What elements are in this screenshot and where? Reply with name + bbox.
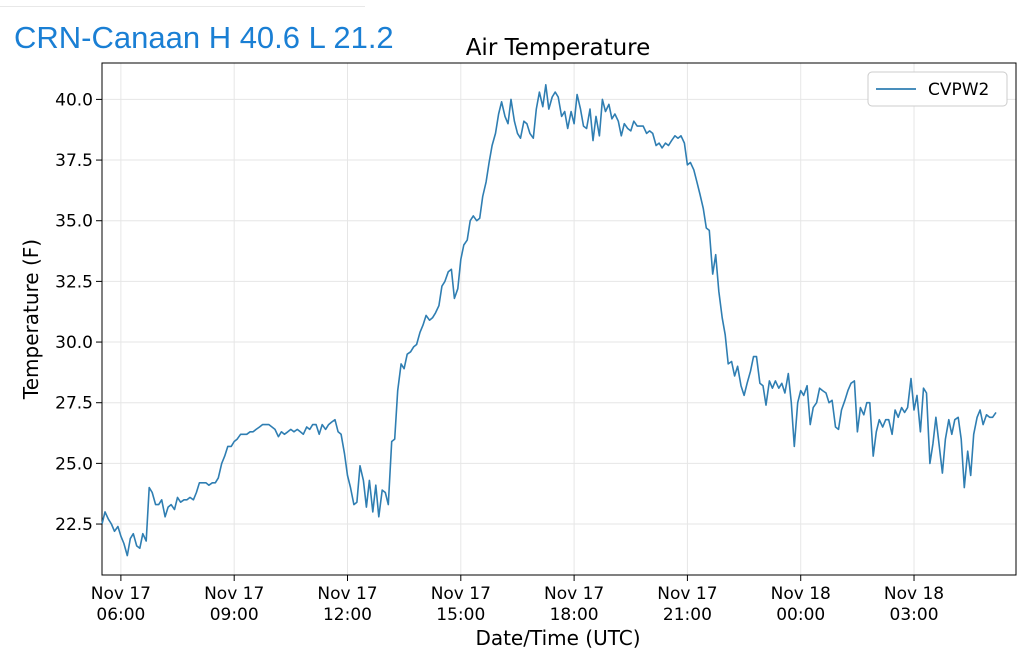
top-divider — [0, 6, 365, 7]
station-title: CRN-Canaan H 40.6 L 21.2 — [14, 20, 394, 55]
x-tick-label-time: 03:00 — [890, 605, 939, 625]
x-tick-label-time: 12:00 — [323, 605, 372, 625]
y-tick-label: 22.5 — [55, 515, 93, 535]
legend: CVPW2 — [867, 71, 1008, 107]
series-line-cvpw2 — [101, 84, 997, 557]
x-tick-label-time: 21:00 — [663, 605, 712, 625]
x-tick-label-time: 06:00 — [96, 605, 145, 625]
plot-frame — [101, 62, 1017, 576]
x-tick-label-date: Nov 18 — [884, 584, 944, 604]
x-axis-label: Date/Time (UTC) — [475, 626, 640, 650]
grid-lines — [102, 63, 1016, 575]
x-tick-label-date: Nov 17 — [544, 584, 604, 604]
legend-label-cvpw2: CVPW2 — [928, 80, 989, 100]
x-tick-label-date: Nov 17 — [431, 584, 491, 604]
y-axis-label: Temperature (F) — [19, 239, 43, 400]
y-tick-label: 27.5 — [55, 394, 93, 414]
x-tick-label-time: 15:00 — [436, 605, 485, 625]
y-tick-label: 25.0 — [55, 454, 93, 474]
x-tick-label-date: Nov 18 — [771, 584, 831, 604]
x-tick-label-date: Nov 17 — [317, 584, 377, 604]
legend-box — [867, 71, 1008, 107]
y-tick-label: 35.0 — [55, 212, 93, 232]
y-tick-label: 37.5 — [55, 151, 93, 171]
y-tick-label: 40.0 — [55, 90, 93, 110]
x-tick-label-time: 18:00 — [550, 605, 599, 625]
y-tick-label: 32.5 — [55, 272, 93, 292]
x-tick-label-date: Nov 17 — [204, 584, 264, 604]
chart-title: Air Temperature — [466, 35, 651, 61]
y-tick-label: 30.0 — [55, 333, 93, 353]
x-tick-label-time: 09:00 — [210, 605, 259, 625]
x-tick-label-date: Nov 17 — [657, 584, 717, 604]
x-tick-label-time: 00:00 — [776, 605, 825, 625]
y-axis-ticks: 22.5 25.0 27.5 30.0 32.5 35.0 37.5 40.0 — [55, 90, 102, 535]
x-tick-label-date: Nov 17 — [91, 584, 151, 604]
